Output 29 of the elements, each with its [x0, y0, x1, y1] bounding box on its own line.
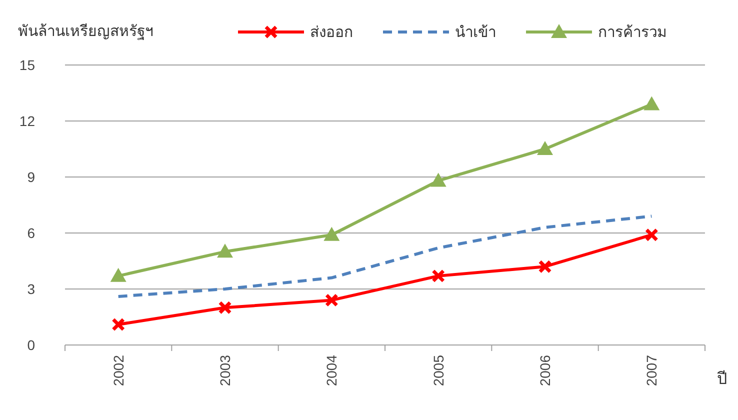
- point: [324, 293, 338, 307]
- legend-label: ส่งออก: [310, 24, 353, 41]
- point: [644, 228, 658, 242]
- x-tick-label: 2004: [324, 354, 340, 386]
- x-tick-label: 2006: [537, 354, 553, 386]
- y-axis-title: พันล้านเหรียญสหรัฐฯ: [18, 23, 153, 40]
- x-tick-label: 2002: [110, 354, 126, 386]
- y-tick-label: 12: [19, 113, 36, 129]
- point: [110, 268, 126, 282]
- point: [217, 244, 233, 258]
- y-tick-label: 3: [27, 281, 36, 297]
- point: [324, 226, 340, 241]
- point: [218, 300, 232, 314]
- point: [538, 260, 552, 274]
- point: [430, 172, 446, 187]
- x-tick-label: 2007: [644, 354, 660, 386]
- legend-label: นำเข้า: [455, 24, 496, 41]
- x-tick-label: 2003: [217, 354, 233, 386]
- point: [432, 269, 446, 283]
- point: [644, 96, 660, 110]
- point: [112, 318, 126, 332]
- y-tick-label: 15: [19, 57, 36, 73]
- x-tick-label: 2005: [430, 354, 446, 386]
- y-tick-label: 6: [27, 225, 36, 241]
- y-tick-label: 9: [27, 169, 36, 185]
- point: [537, 141, 553, 155]
- x-axis-title: ปี: [717, 370, 727, 388]
- y-tick-label: 0: [27, 337, 36, 353]
- legend-label: การค้ารวม: [598, 24, 667, 41]
